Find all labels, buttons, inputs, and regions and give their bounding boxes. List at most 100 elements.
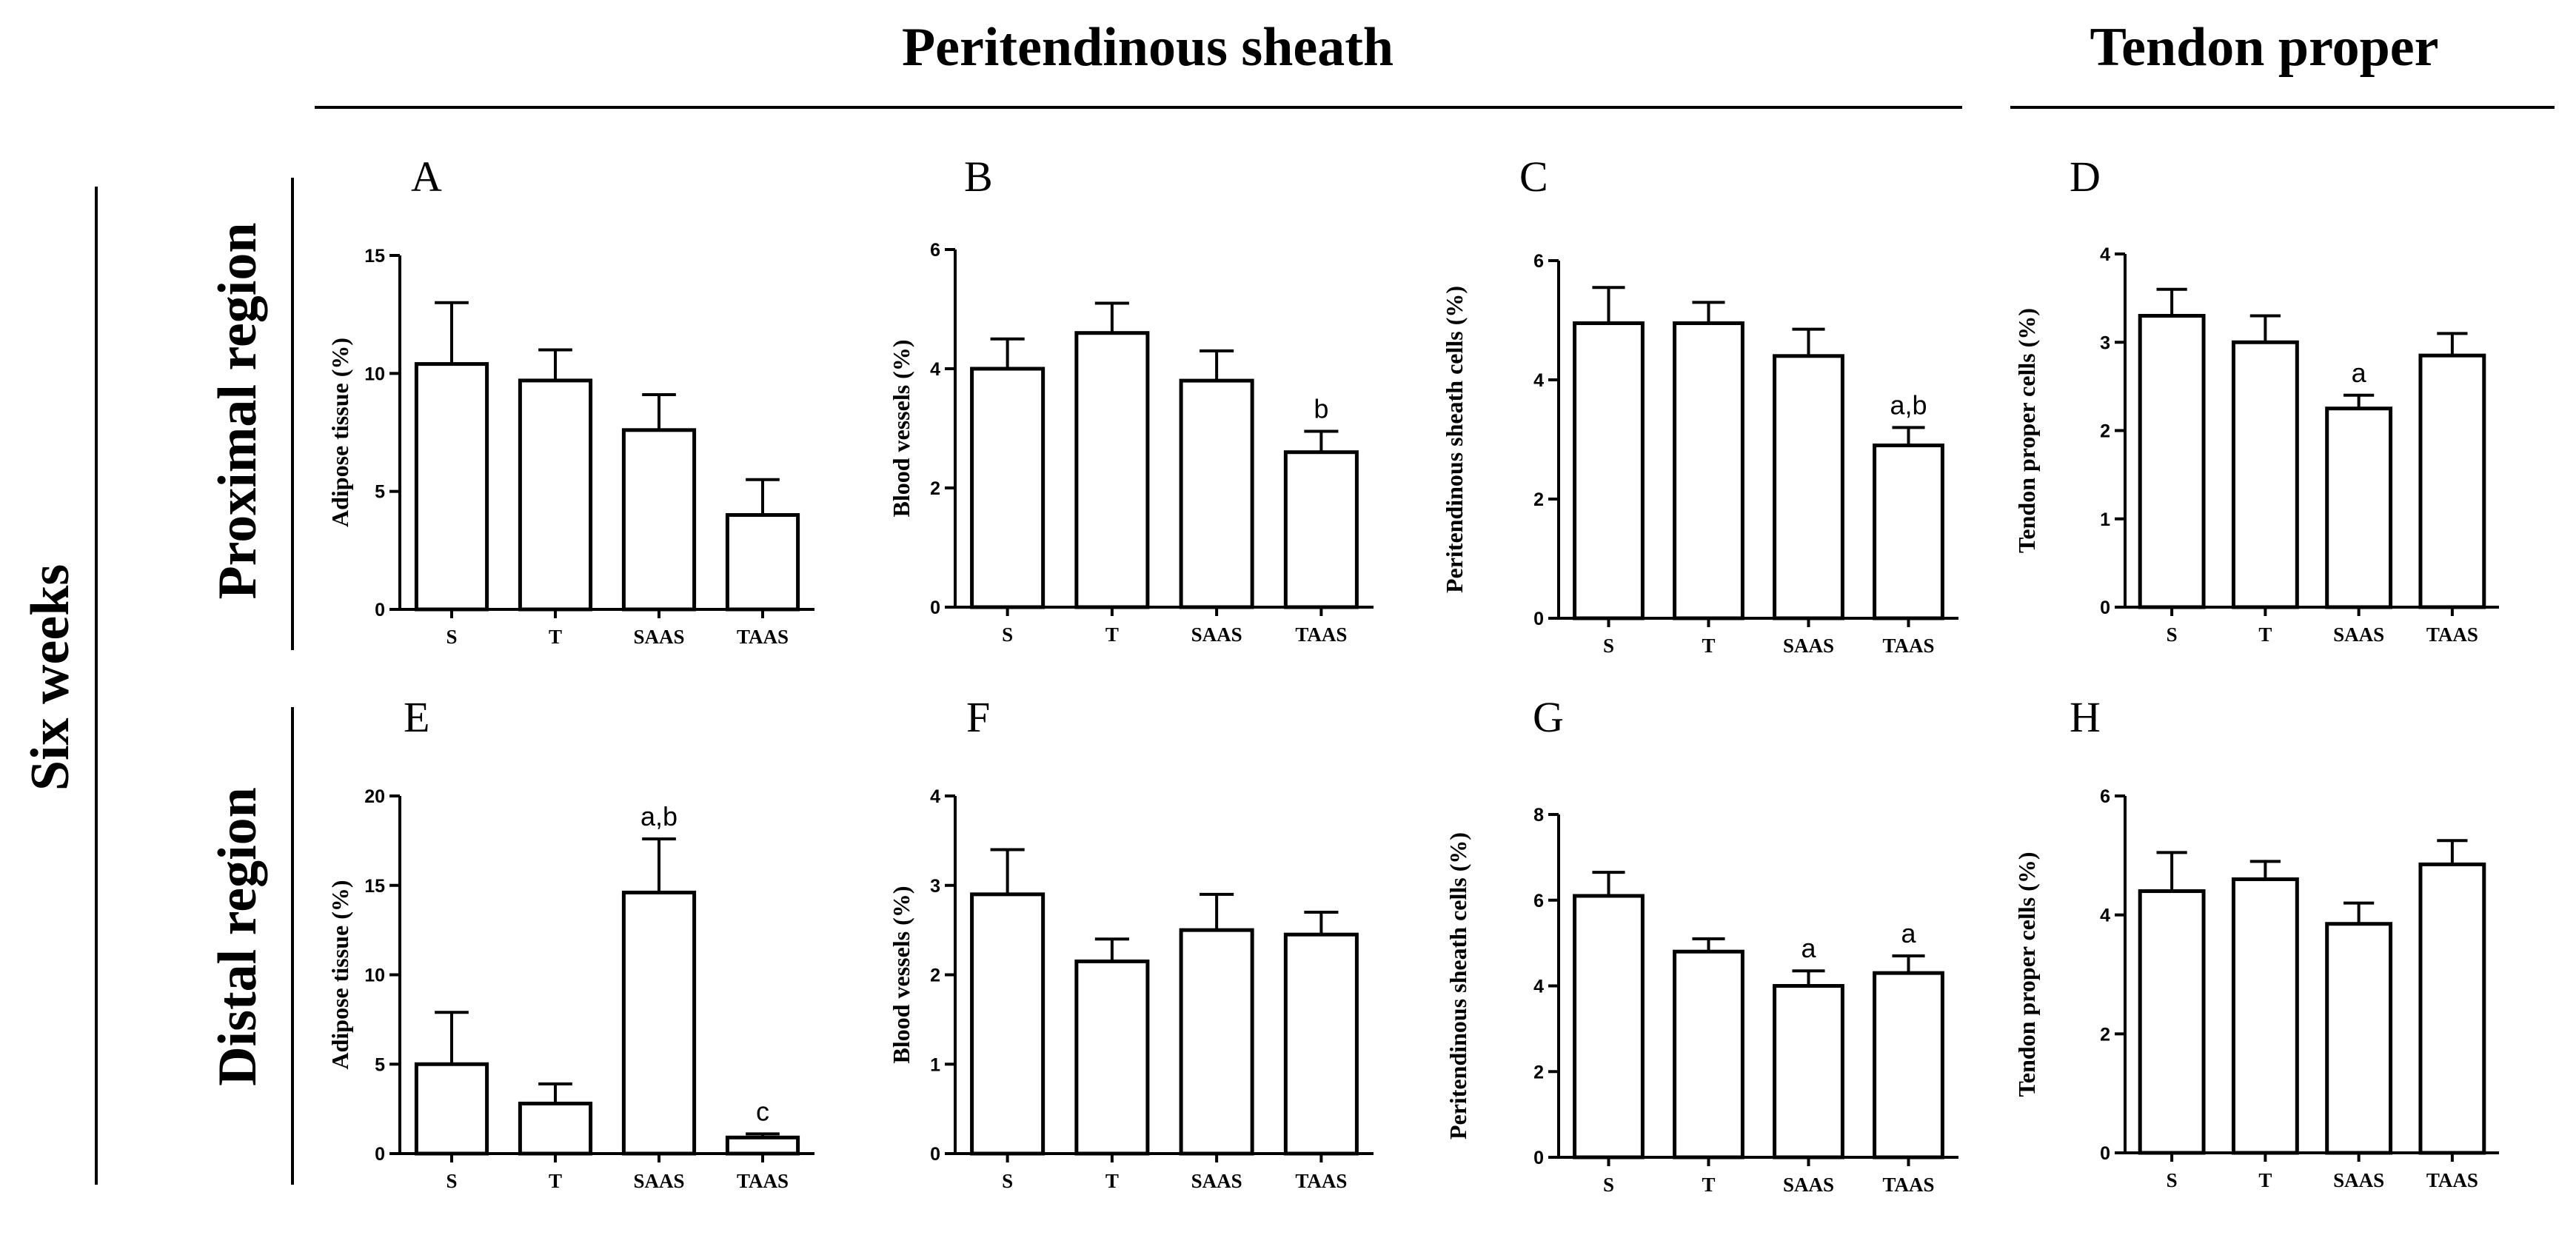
y-tick-label: 6 — [1533, 891, 1544, 911]
bar — [414, 362, 489, 612]
bar — [1179, 378, 1254, 609]
bar — [2418, 353, 2486, 609]
y-tick-label: 0 — [930, 1144, 940, 1165]
panel-letter-b: B — [964, 153, 993, 201]
bar — [2418, 862, 2486, 1155]
y-axis-label-c: Peritendinous sheath cells (%) — [1441, 286, 1468, 593]
row-label-distal-region: Distal region — [207, 787, 268, 1086]
bar — [1873, 971, 1944, 1160]
y-tick-label: 4 — [2100, 244, 2110, 265]
y-tick-label: 6 — [1533, 251, 1544, 272]
bar — [1573, 321, 1645, 620]
bar — [1573, 894, 1645, 1160]
y-tick-label: 1 — [930, 1054, 940, 1075]
y-tick-label: 0 — [930, 598, 940, 618]
header-tendon-proper: Tendon proper — [2090, 17, 2439, 78]
y-tick-label: 0 — [375, 1144, 385, 1165]
x-tick-label: S — [446, 626, 457, 648]
bar — [970, 892, 1046, 1156]
x-tick-label: SAAS — [1191, 623, 1242, 646]
bar — [2325, 922, 2393, 1155]
y-tick-label: 0 — [1533, 609, 1544, 629]
y-tick-label: 4 — [2100, 906, 2110, 926]
bar — [970, 367, 1046, 609]
x-tick-label: T — [549, 626, 562, 648]
y-axis-label-a: Adipose tissue (%) — [327, 338, 353, 527]
bar — [1074, 331, 1150, 609]
panel-c: C Peritendinous sheath cells (%) 0 2 4 6 S T SAA… — [1441, 153, 1958, 657]
y-axis-label-f: Blood vessels (%) — [888, 886, 914, 1064]
bar — [1074, 959, 1150, 1156]
x-tick-label: SAAS — [1783, 635, 1834, 657]
y-tick-label: 1 — [2100, 509, 2110, 530]
y-tick-label: 4 — [930, 359, 940, 380]
row-label-six-weeks: Six weeks — [20, 564, 81, 791]
y-tick-label: 3 — [2100, 332, 2110, 353]
y-tick-label: 15 — [364, 876, 385, 897]
panel-a: A Adipose tissue (%) 0 5 10 15 S T SAAS TAAS — [327, 153, 814, 648]
bar — [1673, 949, 1744, 1160]
x-tick-label: T — [2258, 623, 2272, 646]
x-tick-label: T — [1105, 1170, 1119, 1192]
significance-label: b — [1314, 394, 1328, 424]
y-tick-label: 10 — [364, 966, 385, 986]
y-axis-label-e: Adipose tissue (%) — [327, 880, 353, 1069]
bar — [1773, 984, 1844, 1160]
y-tick-label: 2 — [930, 478, 940, 499]
panel-letter-d: D — [2070, 153, 2101, 201]
y-tick-label: 5 — [375, 482, 385, 503]
panel-d: D Tendon proper cells (%) 0 1 2 3 4 S T SAAS a TAAS — [2013, 153, 2499, 646]
x-tick-label: SAAS — [2333, 1169, 2384, 1191]
y-tick-label: 2 — [1533, 489, 1544, 510]
panel-e: E Adipose tissue (%) 0 5 10 15 20 S T SAAS a,b TAAS… — [327, 693, 814, 1192]
panel-h: H Tendon proper cells (%) 0 2 4 6 S T SAAS TAAS — [2013, 693, 2499, 1191]
bar — [1283, 932, 1359, 1156]
bar — [2231, 877, 2299, 1155]
y-axis-label-d: Tendon proper cells (%) — [2013, 308, 2040, 553]
y-tick-label: 0 — [1533, 1148, 1544, 1168]
significance-label: c — [756, 1096, 769, 1126]
y-tick-label: 2 — [930, 966, 940, 986]
x-tick-label: S — [446, 1170, 457, 1192]
significance-label: a,b — [1890, 389, 1927, 420]
significance-label: a — [2352, 358, 2367, 388]
x-tick-label: S — [1603, 635, 1614, 657]
x-tick-label: SAAS — [633, 626, 684, 648]
x-tick-label: TAAS — [737, 1170, 789, 1192]
x-tick-label: SAAS — [1191, 1170, 1242, 1192]
panel-letter-e: E — [404, 693, 429, 741]
x-tick-label: T — [1702, 635, 1715, 657]
x-tick-label: TAAS — [1295, 623, 1347, 646]
bar — [1179, 928, 1254, 1156]
y-tick-label: 0 — [2100, 1143, 2110, 1164]
bar — [621, 890, 697, 1156]
y-tick-label: 4 — [930, 786, 940, 807]
x-tick-label: SAAS — [2333, 623, 2384, 646]
x-tick-label: TAAS — [1882, 635, 1934, 657]
bar — [518, 378, 593, 612]
y-axis-label-h: Tendon proper cells (%) — [2013, 852, 2040, 1097]
bar — [414, 1062, 489, 1156]
bar — [1873, 444, 1944, 620]
x-tick-label: S — [1603, 1174, 1614, 1196]
x-tick-label: T — [549, 1170, 562, 1192]
row-label-proximal-region: Proximal region — [207, 222, 268, 599]
significance-label: a,b — [640, 801, 678, 832]
y-tick-label: 8 — [1533, 805, 1544, 826]
panel-letter-a: A — [411, 153, 442, 201]
x-tick-label: TAAS — [2426, 623, 2478, 646]
y-tick-label: 2 — [2100, 1024, 2110, 1045]
y-tick-label: 2 — [1533, 1062, 1544, 1083]
panel-letter-h: H — [2070, 693, 2101, 741]
x-tick-label: TAAS — [737, 626, 789, 648]
x-tick-label: SAAS — [1783, 1174, 1834, 1196]
panel-g: G Peritendinous sheath cells (%) 0 2 4 6 8 S T SA… — [1445, 693, 1958, 1196]
bar — [2325, 406, 2393, 609]
significance-label: a — [1901, 918, 1916, 948]
bar — [1773, 354, 1844, 620]
y-tick-label: 3 — [930, 876, 940, 897]
panel-letter-g: G — [1533, 693, 1564, 741]
y-tick-label: 5 — [375, 1054, 385, 1075]
x-tick-label: TAAS — [2426, 1169, 2478, 1191]
